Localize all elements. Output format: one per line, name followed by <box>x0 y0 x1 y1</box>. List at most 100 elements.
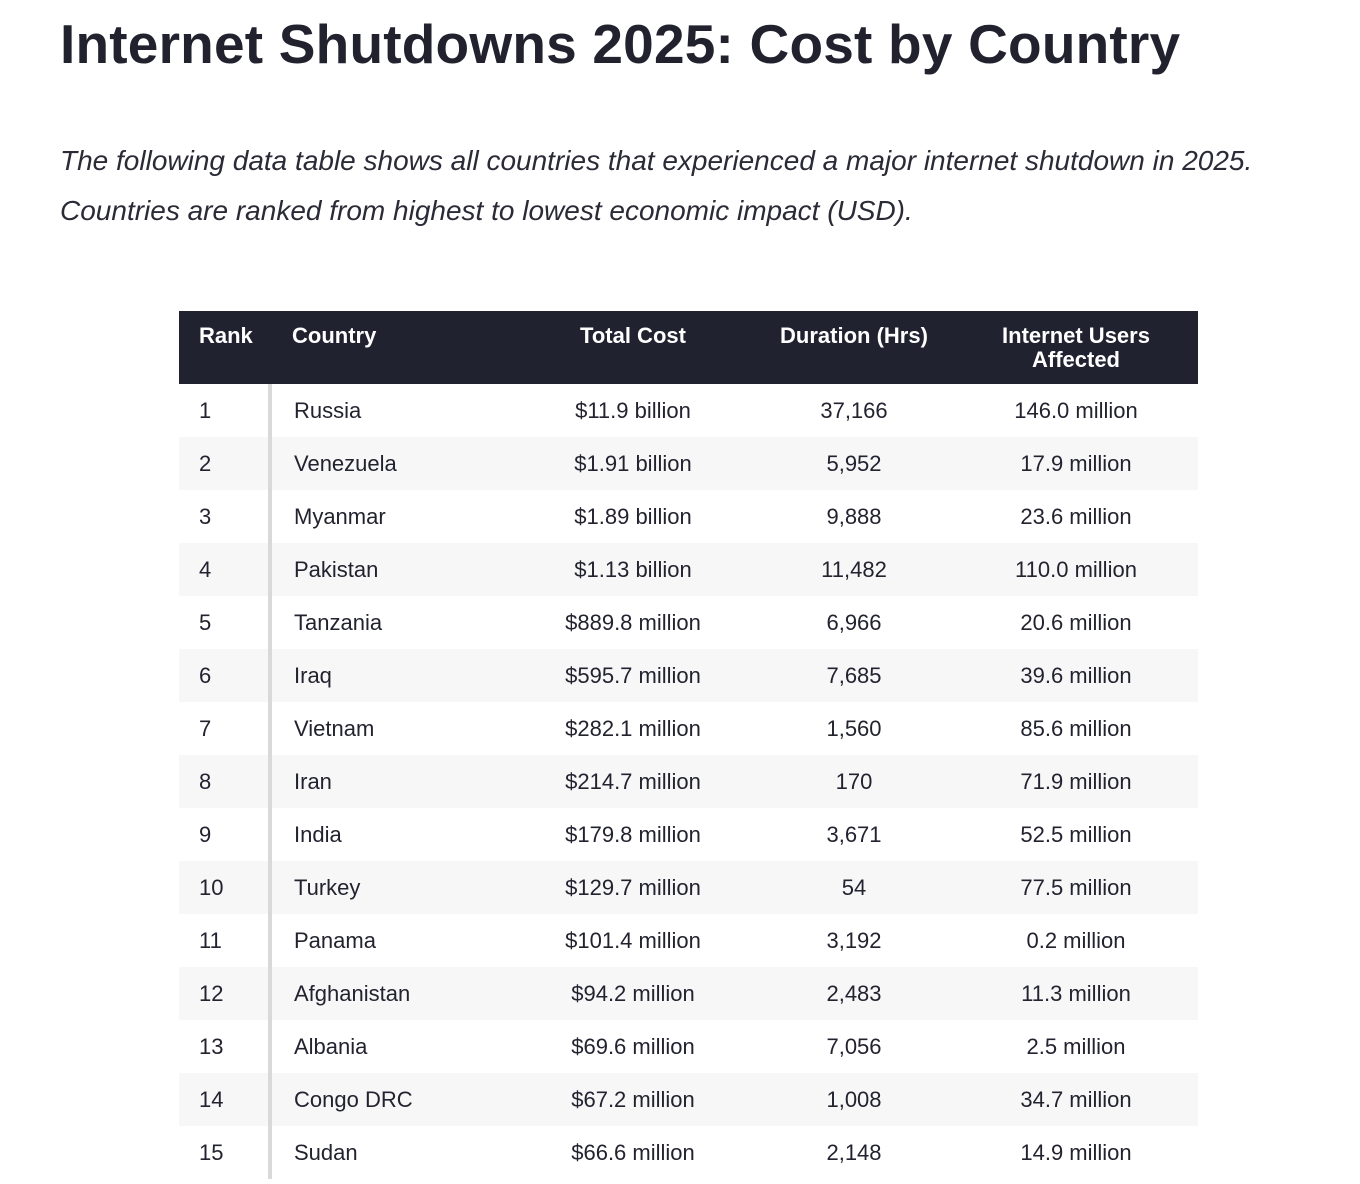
rank-cell: 3 <box>199 503 212 529</box>
users-affected-cell: 39.6 million <box>954 649 1198 702</box>
duration-cell: 3,192 <box>826 927 882 953</box>
duration-cell: 2,483 <box>754 967 954 1020</box>
total-cost-cell: $11.9 billion <box>575 397 691 423</box>
table-row: 1 Russia $11.9 billion 37,166 146.0 million <box>179 384 1198 437</box>
total-cost-cell: $66.6 million <box>571 1139 695 1165</box>
duration-cell: 1,560 <box>826 715 882 741</box>
country-cell: India <box>268 808 512 861</box>
duration-cell: 7,685 <box>754 649 954 702</box>
table-body: 1 Russia $11.9 billion 37,166 146.0 million 2… <box>179 384 1198 1179</box>
users-affected-cell: 77.5 million <box>954 861 1198 914</box>
users-affected-cell: 110.0 million <box>954 543 1198 596</box>
country-cell: Pakistan <box>268 543 512 596</box>
duration-cell: 5,952 <box>754 437 954 490</box>
users-affected-cell: 34.7 million <box>954 1073 1198 1126</box>
shutdown-cost-table: Rank Country Total Cost Duration (Hrs) I… <box>179 311 1198 1179</box>
duration-cell: 6,966 <box>826 609 882 635</box>
total-cost-cell: $1.13 billion <box>512 543 754 596</box>
users-affected-cell: 14.9 million <box>1020 1139 1132 1165</box>
users-affected-cell: 20.6 million <box>1020 609 1132 635</box>
total-cost-cell: $179.8 million <box>565 821 701 847</box>
users-affected-cell: 2.5 million <box>1026 1033 1126 1059</box>
duration-cell: 7,056 <box>826 1033 882 1059</box>
country-cell: Congo DRC <box>268 1073 512 1126</box>
header-duration: Duration (Hrs) <box>754 311 954 384</box>
table-row: 2 Venezuela $1.91 billion 5,952 17.9 million <box>179 437 1198 490</box>
table-row: 14 Congo DRC $67.2 million 1,008 34.7 millio… <box>179 1073 1198 1126</box>
rank-cell: 13 <box>199 1033 224 1059</box>
country-cell: Iraq <box>268 649 512 702</box>
duration-cell: 170 <box>754 755 954 808</box>
rank-cell: 15 <box>199 1139 224 1165</box>
country-cell: Tanzania <box>268 596 512 649</box>
table-row: 8 Iran $214.7 million 170 71.9 million <box>179 755 1198 808</box>
duration-cell: 11,482 <box>754 543 954 596</box>
rank-cell: 1 <box>199 397 212 423</box>
duration-cell: 37,166 <box>820 397 888 423</box>
table-row: 13 Albania $69.6 million 7,056 2.5 million <box>179 1020 1198 1073</box>
table-header-row: Rank Country Total Cost Duration (Hrs) I… <box>179 311 1198 384</box>
table-row: 10 Turkey $129.7 million 54 77.5 million <box>179 861 1198 914</box>
table-row: 9 India $179.8 million 3,671 52.5 million <box>179 808 1198 861</box>
total-cost-cell: $69.6 million <box>571 1033 695 1059</box>
table-header: Rank Country Total Cost Duration (Hrs) I… <box>179 311 1198 384</box>
header-country: Country <box>270 311 512 384</box>
total-cost-cell: $282.1 million <box>565 715 701 741</box>
rank-cell: 4 <box>179 543 270 596</box>
table-row: 12 Afghanistan $94.2 million 2,483 11.3 mill… <box>179 967 1198 1020</box>
rank-cell: 8 <box>179 755 270 808</box>
total-cost-cell: $129.7 million <box>512 861 754 914</box>
users-affected-cell: 71.9 million <box>954 755 1198 808</box>
users-affected-cell: 23.6 million <box>1020 503 1132 529</box>
rank-cell: 11 <box>199 927 222 953</box>
country-cell: Russia <box>268 384 512 437</box>
duration-cell: 1,008 <box>754 1073 954 1126</box>
country-cell: Venezuela <box>268 437 512 490</box>
country-cell: Albania <box>268 1020 512 1073</box>
total-cost-cell: $101.4 million <box>565 927 701 953</box>
users-affected-cell: 0.2 million <box>1026 927 1126 953</box>
country-cell: Iran <box>268 755 512 808</box>
country-cell: Vietnam <box>268 702 512 755</box>
users-affected-cell: 52.5 million <box>1020 821 1132 847</box>
table-row: 15 Sudan $66.6 million 2,148 14.9 million <box>179 1126 1198 1179</box>
users-affected-cell: 17.9 million <box>954 437 1198 490</box>
shutdown-cost-table-container: Rank Country Total Cost Duration (Hrs) I… <box>179 311 1198 1179</box>
header-users-line2: Affected <box>1031 347 1120 372</box>
header-users-affected: Internet Users Affected <box>954 311 1198 384</box>
total-cost-cell: $889.8 million <box>565 609 701 635</box>
duration-cell: 54 <box>754 861 954 914</box>
rank-cell: 9 <box>199 821 212 847</box>
header-total-cost: Total Cost <box>512 311 754 384</box>
page-title: Internet Shutdowns 2025: Cost by Country <box>60 13 1181 75</box>
rank-cell: 5 <box>199 609 212 635</box>
country-cell: Panama <box>268 914 512 967</box>
header-rank: Rank <box>179 311 270 384</box>
rank-cell: 7 <box>199 715 212 741</box>
total-cost-cell: $1.89 billion <box>574 503 692 529</box>
table-row: 6 Iraq $595.7 million 7,685 39.6 million <box>179 649 1198 702</box>
duration-cell: 2,148 <box>826 1139 882 1165</box>
rank-cell: 6 <box>179 649 270 702</box>
total-cost-cell: $595.7 million <box>512 649 754 702</box>
rank-cell: 12 <box>179 967 270 1020</box>
country-cell: Myanmar <box>268 490 512 543</box>
table-row: 4 Pakistan $1.13 billion 11,482 110.0 millio… <box>179 543 1198 596</box>
users-affected-cell: 146.0 million <box>1014 397 1138 423</box>
users-affected-cell: 11.3 million <box>954 967 1198 1020</box>
table-row: 3 Myanmar $1.89 billion 9,888 23.6 million <box>179 490 1198 543</box>
country-cell: Sudan <box>268 1126 512 1179</box>
header-users-line1: Internet Users <box>1002 323 1150 348</box>
duration-cell: 3,671 <box>826 821 882 847</box>
rank-cell: 2 <box>179 437 270 490</box>
total-cost-cell: $67.2 million <box>512 1073 754 1126</box>
country-cell: Afghanistan <box>268 967 512 1020</box>
table-row: 7 Vietnam $282.1 million 1,560 85.6 million <box>179 702 1198 755</box>
total-cost-cell: $214.7 million <box>512 755 754 808</box>
table-row: 5 Tanzania $889.8 million 6,966 20.6 million <box>179 596 1198 649</box>
rank-cell: 14 <box>179 1073 270 1126</box>
total-cost-cell: $94.2 million <box>512 967 754 1020</box>
intro-paragraph: The following data table shows all count… <box>60 145 1253 226</box>
users-affected-cell: 85.6 million <box>1020 715 1132 741</box>
